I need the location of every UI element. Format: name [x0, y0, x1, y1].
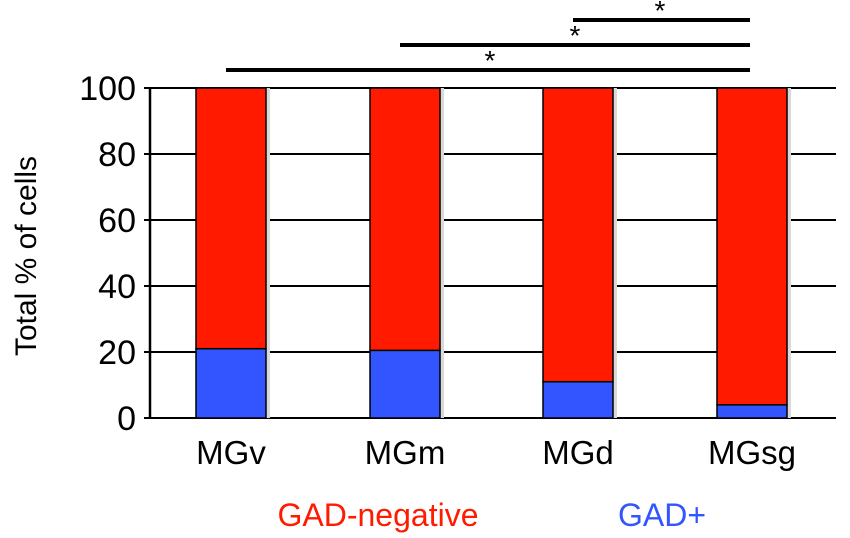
- y-tick-label-20: 20: [98, 334, 136, 372]
- y-tick-label-80: 80: [98, 136, 136, 174]
- significance-star-mgd-mgsg: *: [655, 0, 666, 26]
- significance-layer: * * *: [226, 0, 750, 76]
- legend-label-gad-negative: GAD-negative: [278, 497, 479, 533]
- x-tick-label-mgsg: MGsg: [708, 434, 796, 471]
- x-tick-label-mgv: MGv: [196, 434, 266, 471]
- bar-mgsg-gad-negative: [716, 87, 788, 406]
- y-tick-label-40: 40: [98, 268, 136, 306]
- bar-mgm-gad-negative: [369, 87, 441, 352]
- bar-mgm-gad-: [369, 349, 441, 419]
- y-tick-label-60: 60: [98, 202, 136, 240]
- x-tick-label-mgd: MGd: [542, 434, 614, 471]
- bar-mgv-gad-: [195, 347, 267, 419]
- legend: GAD-negative GAD+: [278, 497, 707, 533]
- legend-label-gad-: GAD+: [618, 497, 706, 533]
- y-tick-label-0: 0: [117, 400, 136, 438]
- significance-star-mgv-mgsg: *: [485, 45, 496, 76]
- bar-mgv-gad-negative: [195, 87, 267, 350]
- significance-star-mgm-mgsg: *: [570, 20, 581, 51]
- y-tick-label-100: 100: [79, 70, 136, 108]
- bar-mgsg-gad-: [716, 404, 788, 419]
- y-axis-title: Total % of cells: [10, 156, 43, 356]
- bar-layer: [195, 87, 791, 419]
- x-tick-label-mgm: MGm: [365, 434, 446, 471]
- bar-mgd-gad-negative: [542, 87, 614, 383]
- axis-layer: 0 20 40 60 80 100 MGv MGm MGd MGsg: [79, 70, 796, 471]
- bar-mgd-gad-: [542, 380, 614, 419]
